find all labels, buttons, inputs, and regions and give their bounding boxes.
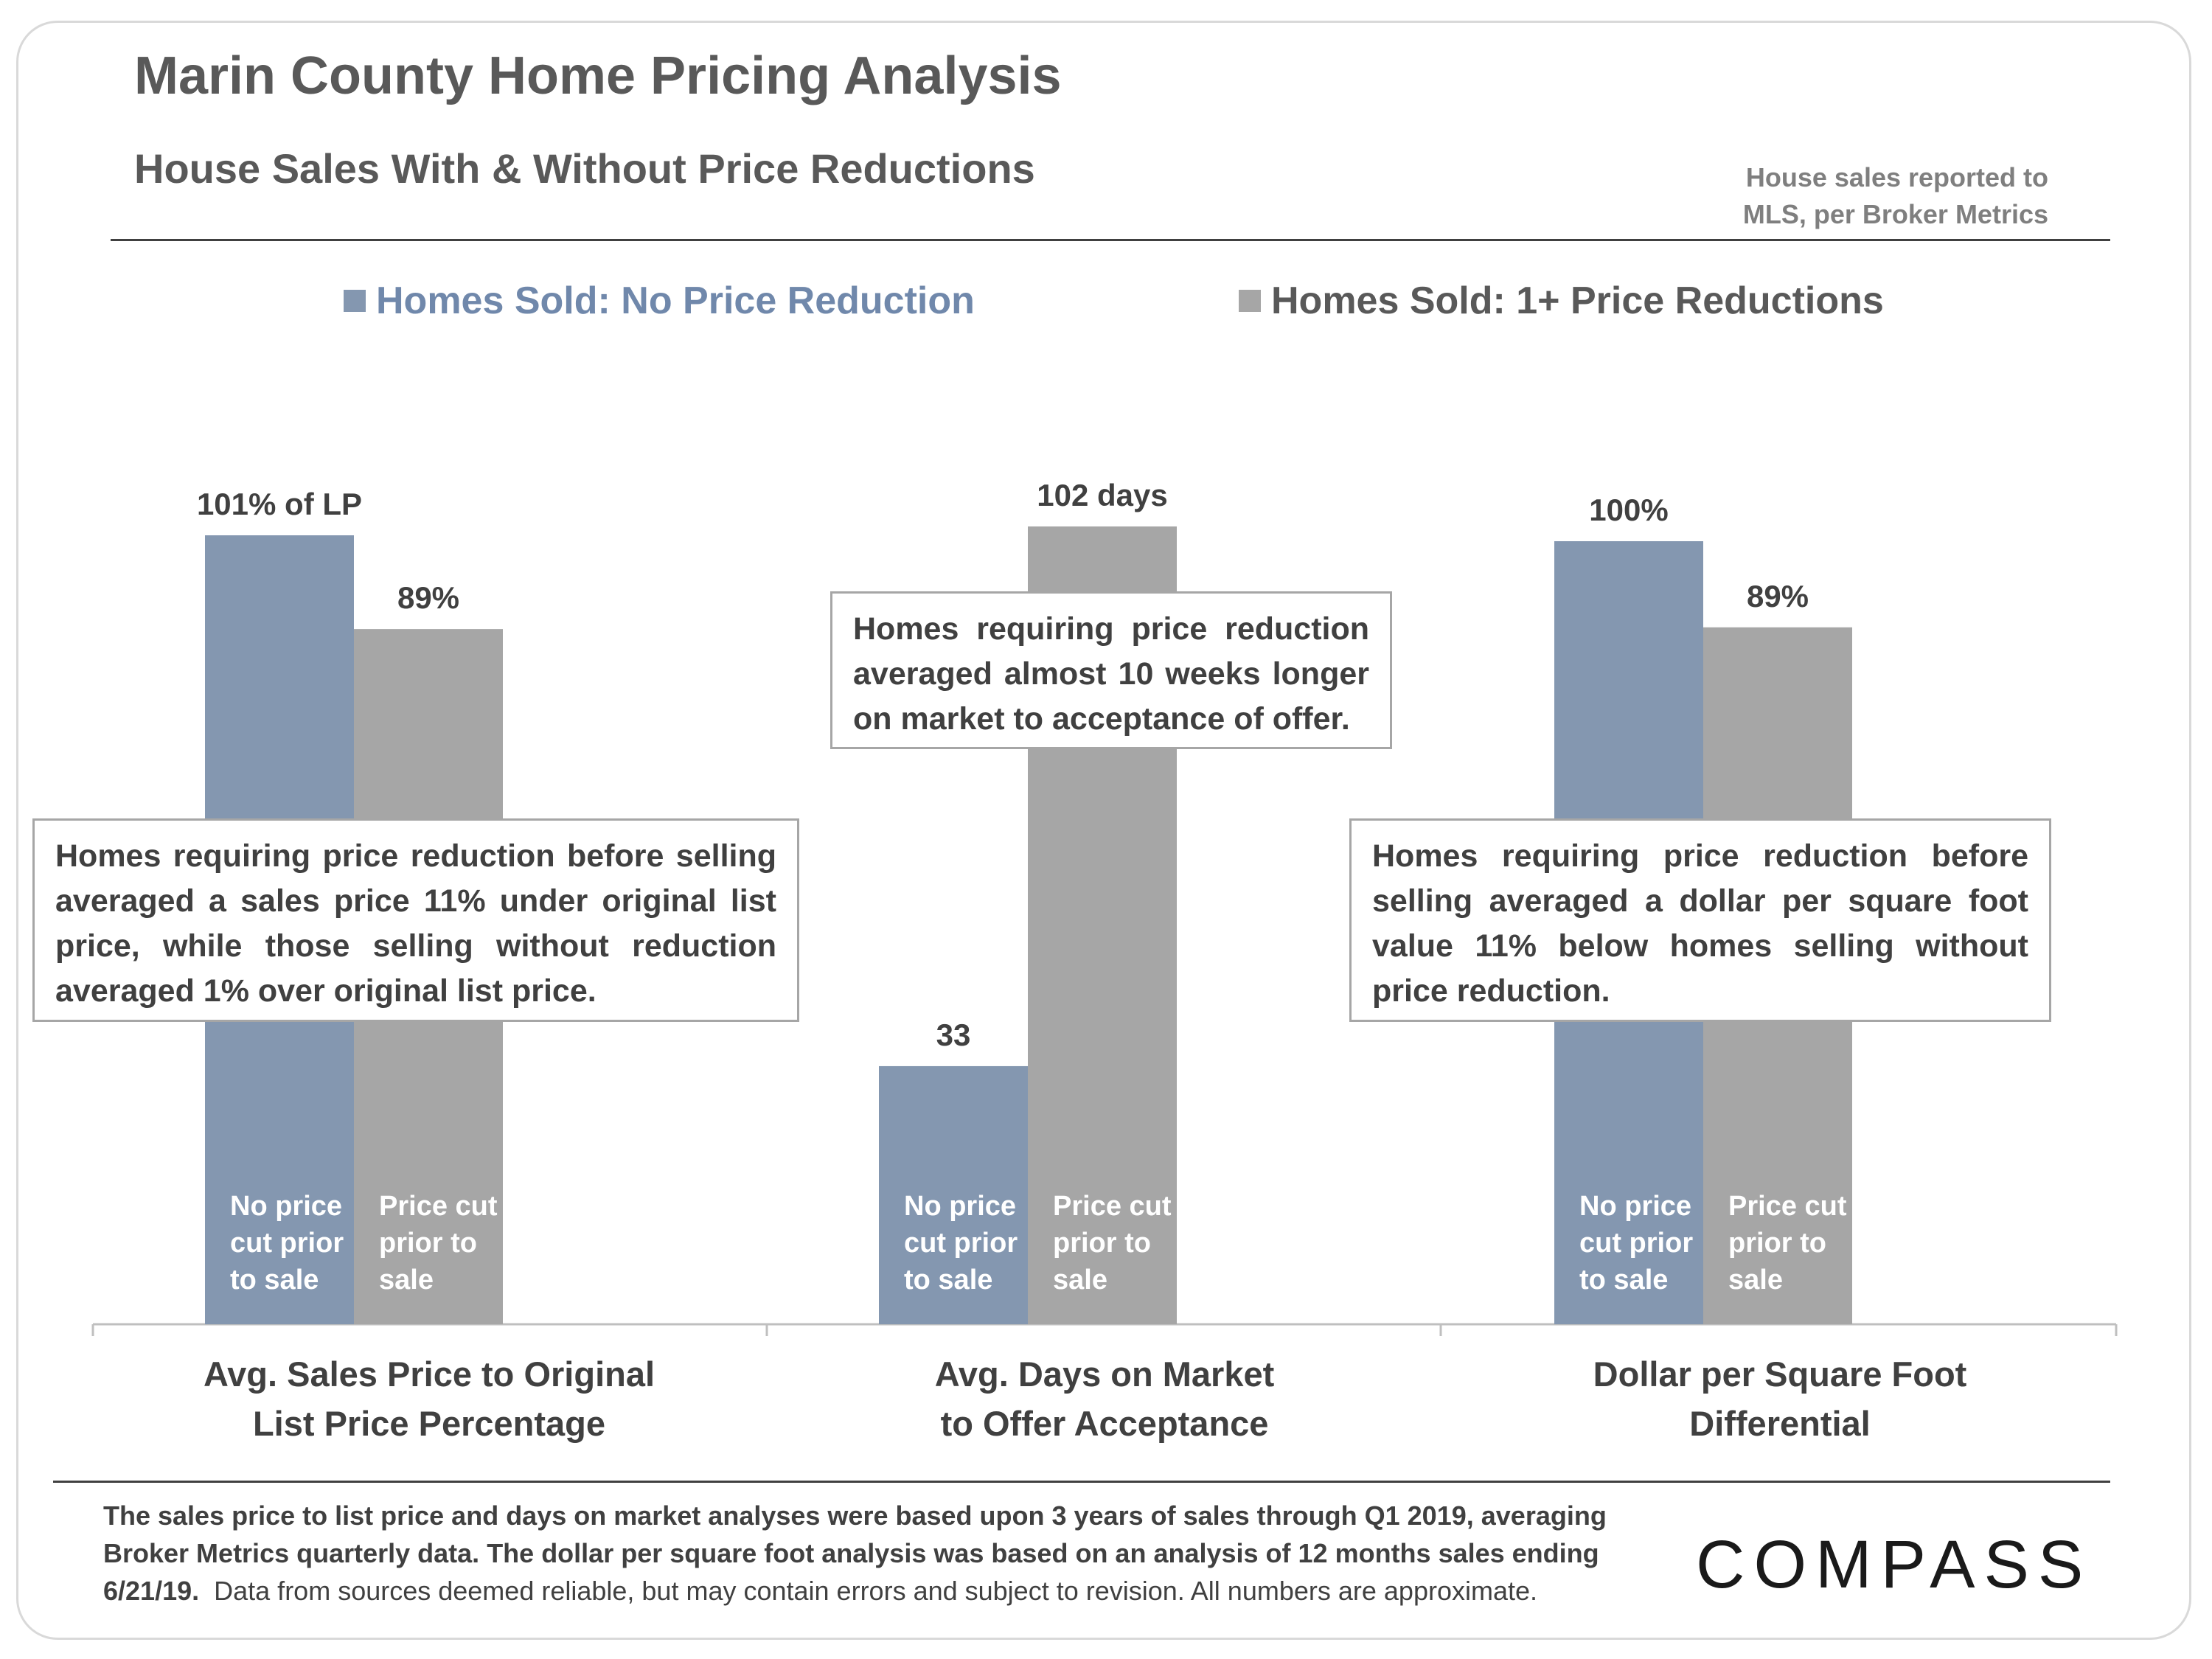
- footnote-bold: The sales price to list price and days o…: [103, 1500, 1607, 1606]
- category-label-sales-price: Avg. Sales Price to Original List Price …: [171, 1349, 687, 1448]
- bar-inner-label: No price: [230, 1191, 342, 1222]
- data-label: 101% of LP: [197, 487, 362, 521]
- bar-inner-label: cut prior: [230, 1228, 344, 1259]
- legend-label-no-reduction: Homes Sold: No Price Reduction: [376, 279, 975, 322]
- compass-logo: COMPASS: [1696, 1527, 2093, 1602]
- legend-swatch-reductions: [1239, 290, 1261, 312]
- bar-inner-label: sale: [379, 1265, 434, 1295]
- footnote-plain: Data from sources deemed reliable, but m…: [214, 1576, 1538, 1606]
- header-divider: [111, 239, 2110, 241]
- bar-no-reduction: [879, 1065, 1028, 1324]
- bar-inner-label: cut prior: [904, 1228, 1018, 1259]
- category-label-line: to Offer Acceptance: [940, 1404, 1269, 1443]
- footer-divider: [53, 1481, 2110, 1483]
- callout-sales-price: Homes requiring price reduction before s…: [32, 818, 799, 1022]
- source-note: House sales reported to MLS, per Broker …: [1665, 159, 2048, 233]
- category-label-line: List Price Percentage: [252, 1404, 606, 1443]
- bar-inner-label: No price: [1579, 1191, 1691, 1222]
- category-label-line: Avg. Sales Price to Original: [203, 1354, 655, 1394]
- callout-price-per-sqft: Homes requiring price reduction before s…: [1349, 818, 2051, 1022]
- callout-days-on-market: Homes requiring price reduction averaged…: [830, 591, 1392, 749]
- bar-inner-label: prior to: [1728, 1228, 1826, 1259]
- category-label-line: Avg. Days on Market: [934, 1354, 1275, 1394]
- data-label: 102 days: [1037, 478, 1167, 512]
- bar-inner-label: prior to: [1053, 1228, 1151, 1259]
- bar-inner-label: prior to: [379, 1228, 477, 1259]
- legend-item-no-reduction: Homes Sold: No Price Reduction: [344, 279, 975, 323]
- footnote: The sales price to list price and days o…: [103, 1497, 1681, 1610]
- page-frame: [16, 21, 2191, 1640]
- bar-inner-label: sale: [1728, 1265, 1783, 1295]
- category-label-line: Dollar per Square Foot: [1593, 1354, 1967, 1394]
- bar-inner-label: Price cut: [1053, 1191, 1172, 1222]
- bar-inner-label: Price cut: [379, 1191, 498, 1222]
- legend-label-reductions: Homes Sold: 1+ Price Reductions: [1271, 279, 1884, 322]
- bar-inner-label: to sale: [230, 1265, 319, 1295]
- bar-inner-label: Price cut: [1728, 1191, 1847, 1222]
- data-label: 89%: [1747, 579, 1809, 613]
- page-title: Marin County Home Pricing Analysis: [134, 46, 1062, 105]
- legend-item-reductions: Homes Sold: 1+ Price Reductions: [1239, 279, 1884, 323]
- bar-inner-label: to sale: [904, 1265, 992, 1295]
- source-note-line-1: House sales reported to: [1745, 162, 2048, 192]
- bar-inner-label: to sale: [1579, 1265, 1668, 1295]
- category-label-price-per-sqft: Dollar per Square Foot Differential: [1522, 1349, 2038, 1448]
- data-label: 100%: [1589, 493, 1668, 527]
- data-label: 33: [936, 1018, 971, 1052]
- page-subtitle: House Sales With & Without Price Reducti…: [134, 145, 1035, 192]
- data-label: 89%: [397, 580, 459, 615]
- bar-inner-label: cut prior: [1579, 1228, 1693, 1259]
- category-label-days-on-market: Avg. Days on Market to Offer Acceptance: [846, 1349, 1363, 1448]
- category-label-line: Differential: [1689, 1404, 1871, 1443]
- bar-inner-label: No price: [904, 1191, 1016, 1222]
- source-note-line-2: MLS, per Broker Metrics: [1742, 199, 2048, 229]
- bar-inner-label: sale: [1053, 1265, 1107, 1295]
- legend-swatch-no-reduction: [344, 290, 366, 312]
